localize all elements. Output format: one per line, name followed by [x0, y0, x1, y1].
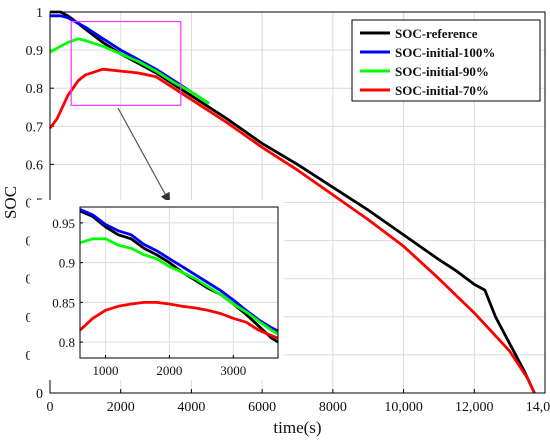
inset-y-tick-label: 0.95: [52, 216, 75, 231]
zoom-box: [70, 20, 182, 106]
y-tick-label: 0: [36, 387, 43, 402]
y-tick-label: 0.6: [26, 158, 44, 173]
legend: SOC-reference SOC-initial-100% SOC-initial…: [351, 19, 541, 102]
x-tick-label: 14,000: [526, 400, 550, 415]
y-axis-label: SOC: [1, 186, 20, 219]
series-initial-90-line: [49, 37, 210, 105]
inset-y-tick-label: 0.85: [52, 295, 75, 310]
x-tick-label: 2000: [107, 400, 135, 415]
y-tick-label: 0.9: [26, 44, 44, 59]
legend-item-initial-70-label: SOC-initial-70%: [395, 83, 489, 98]
x-tick-label: 12,000: [455, 400, 494, 415]
inset-series-initial-70-line: [79, 300, 279, 340]
y-tick-label: 0.8: [26, 82, 44, 97]
x-tick-label: 0: [47, 400, 54, 415]
inset-series-lines: [79, 208, 279, 344]
x-tick-label: 8000: [319, 400, 347, 415]
inset-series-initial-90-line: [79, 237, 279, 336]
y-tick-label: 0.7: [26, 120, 44, 135]
inset-background: [30, 200, 284, 380]
series-initial-70-line: [48, 67, 536, 394]
inset-chart: 1000 2000 3000 0.8 0.85 0.9 0.95: [30, 200, 284, 380]
x-axis-label: time(s): [273, 418, 321, 437]
inset-y-tick-label: 0.9: [59, 256, 75, 271]
x-tick-label: 6000: [248, 400, 276, 415]
inset-ticks: 1000 2000 3000 0.8 0.85 0.9 0.95: [52, 216, 246, 378]
inset-x-tick-label: 3000: [220, 363, 246, 378]
zoom-arrow-shaft: [117, 107, 171, 204]
inset-grid: [80, 207, 278, 358]
legend-item-initial-100-label: SOC-initial-100%: [395, 45, 495, 60]
x-tick-label: 4000: [177, 400, 205, 415]
x-tick-label: 10,000: [384, 400, 423, 415]
main-ticks: 0200040006000800010,00012,00014,00000.10…: [26, 6, 550, 415]
inset-plot-frame: [79, 206, 279, 359]
inset-y-tick-label: 0.8: [59, 335, 75, 350]
y-tick-label: 1: [36, 6, 43, 21]
inset-x-tick-label: 1000: [93, 363, 119, 378]
main-series-lines: [48, 10, 536, 394]
inset-x-tick-label: 2000: [156, 363, 182, 378]
series-reference-line: [50, 10, 536, 394]
legend-item-initial-90-label: SOC-initial-90%: [395, 64, 489, 79]
legend-item-reference-label: SOC-reference: [395, 26, 478, 41]
